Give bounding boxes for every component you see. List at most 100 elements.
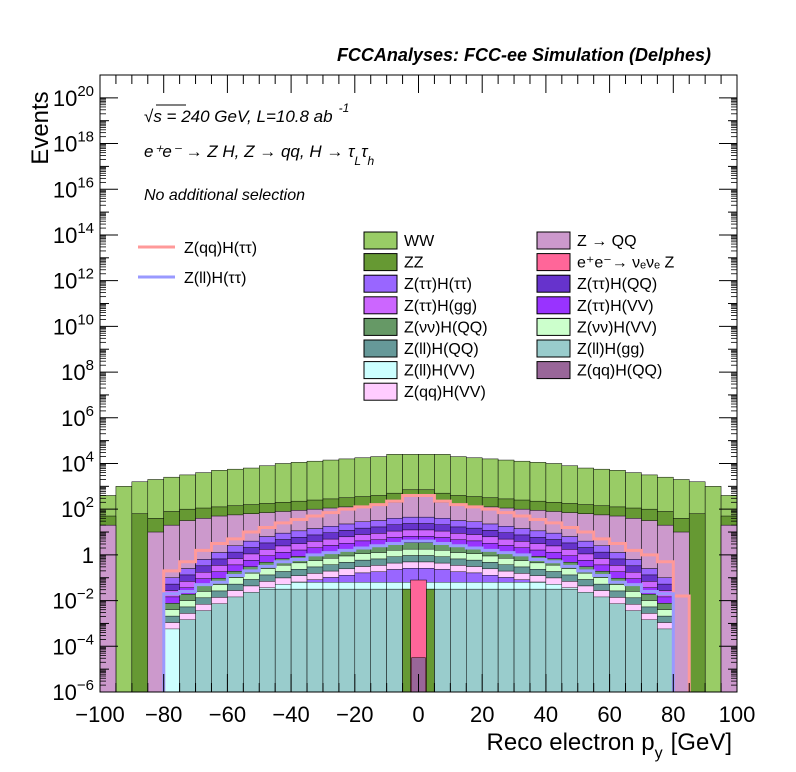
band-3-bin-28 [545, 552, 563, 559]
band-5-bin-21 [434, 550, 451, 557]
legend-label-2: ZZ [404, 255, 424, 272]
band-1-bin-17 [370, 526, 387, 534]
band-6-bin-31 [593, 583, 610, 591]
band-5-bin-33 [625, 591, 642, 599]
y-tick-label-10: 1014 [53, 220, 94, 248]
band-0-bin-15 [338, 523, 356, 531]
bar-zllhgg-30 [577, 588, 594, 693]
band-5-bin-17 [370, 552, 387, 560]
band-7-bin-4 [163, 622, 180, 630]
band-6-bin-32 [609, 590, 626, 598]
band-6-bin-23 [466, 559, 483, 567]
bar-zllhgg-31 [593, 588, 610, 693]
band-0-bin-32 [609, 552, 626, 560]
band-6-bin-27 [529, 569, 547, 576]
annotation-process-sub2: h [367, 154, 374, 168]
band-5-bin-29 [561, 568, 578, 576]
bar-zllhgg-24 [481, 588, 499, 693]
band-0-bin-20 [418, 516, 435, 524]
band-1-bin-8 [227, 551, 244, 559]
bar-ww-1 [115, 486, 133, 693]
legend-swatch-0 [363, 231, 398, 250]
band-0-bin-26 [513, 528, 531, 536]
band-6-bin-25 [497, 564, 515, 572]
band-2-bin-9 [243, 553, 260, 561]
band-1-bin-4 [163, 583, 180, 591]
band-7-bin-21 [434, 562, 451, 570]
band-1-bin-21 [434, 524, 451, 532]
band-7-bin-12 [290, 575, 308, 583]
axis-ticks-layer [99, 74, 738, 693]
band-5-bin-5 [179, 600, 196, 608]
band-1-bin-15 [338, 530, 356, 538]
y-tick-label-11: 1016 [53, 174, 94, 202]
legend-label-14: Z(qq)H(VV) [404, 384, 486, 401]
band-0-bin-6 [195, 559, 212, 567]
band-2-bin-19 [402, 529, 419, 537]
band-3-bin-14 [322, 545, 340, 553]
band-0-bin-31 [593, 545, 610, 553]
legend-swatch-1 [536, 231, 571, 250]
band-0-bin-19 [402, 516, 419, 524]
band-7-bin-10 [259, 581, 276, 588]
band-1-bin-9 [243, 547, 260, 555]
band-5-bin-26 [513, 560, 531, 568]
band-0-bin-25 [497, 526, 515, 533]
band-5-bin-27 [529, 562, 547, 570]
band-5-bin-4 [163, 609, 180, 617]
y-tick-label-3: 1 [82, 543, 94, 568]
legend-swatch-12 [363, 361, 398, 380]
band-ttH-bin-16 [354, 572, 371, 583]
band-ttH-bin-18 [386, 569, 403, 583]
bar-zllhgg-14 [322, 588, 340, 693]
annotation-process-tau2: τ [361, 142, 369, 161]
bar-zz-central-left [402, 588, 411, 693]
y-tick-label-8: 1010 [53, 311, 94, 339]
band-1-bin-31 [593, 551, 610, 559]
band-ttH-bin-13 [306, 579, 324, 583]
bar-zz-central-right [426, 588, 435, 693]
band-6-bin-9 [243, 579, 260, 587]
band-5-bin-32 [609, 584, 626, 592]
band-1-bin-28 [545, 539, 563, 547]
y-tick-label-6: 106 [61, 403, 94, 431]
band-3-bin-10 [259, 555, 276, 563]
band-5-bin-18 [386, 550, 403, 557]
bar-zqq-3 [147, 531, 164, 693]
band-6-bin-15 [338, 562, 356, 570]
band-7-bin-26 [513, 573, 531, 580]
band-6-bin-17 [370, 558, 387, 566]
band-7-bin-25 [497, 570, 515, 578]
band-3-bin-25 [497, 545, 515, 553]
line-zqq-htautau [162, 493, 691, 692]
band-0-bin-23 [466, 521, 483, 529]
band-5-bin-20 [418, 548, 435, 556]
legend-line-label-1: Z(ll)H(ττ) [184, 270, 246, 287]
band-7-bin-16 [354, 566, 371, 574]
band-1-bin-12 [290, 537, 308, 544]
axis-tick-labels-layer: −100 −80 −60 −40 −20 0 20 40 60 80 100 10−6 10−4 10−2… [52, 83, 755, 727]
band-6-bin-13 [306, 566, 324, 574]
band-2-bin-24 [482, 536, 499, 544]
band-0-bin-16 [354, 521, 371, 529]
band-3-bin-23 [466, 540, 483, 548]
band-2-bin-13 [306, 541, 324, 549]
annotation-energy: √s = 240 GeV, L=10.8 ab -1 [144, 101, 349, 126]
x-tick-label-10: 100 [719, 702, 756, 727]
band-5-bin-23 [466, 553, 483, 561]
band-1-bin-26 [513, 534, 531, 542]
annotation-process-main: e⁺e⁻ → Z H, Z → qq, H → τ [144, 142, 356, 161]
band-4-bin-35 [657, 603, 674, 610]
band-7-bin-7 [211, 597, 228, 604]
band-1-bin-34 [641, 574, 658, 582]
x-tick-label-6: 20 [470, 702, 494, 727]
band-5-bin-16 [354, 553, 371, 561]
band-0-bin-22 [450, 520, 467, 528]
band-1-bin-5 [179, 574, 196, 582]
band-1-bin-35 [657, 583, 674, 591]
band-3-bin-15 [338, 543, 356, 550]
bar-zqq-39 [720, 524, 738, 693]
bar-zllhgg-28 [545, 588, 563, 693]
band-2-bin-29 [561, 549, 578, 557]
band-1-bin-7 [211, 558, 228, 566]
